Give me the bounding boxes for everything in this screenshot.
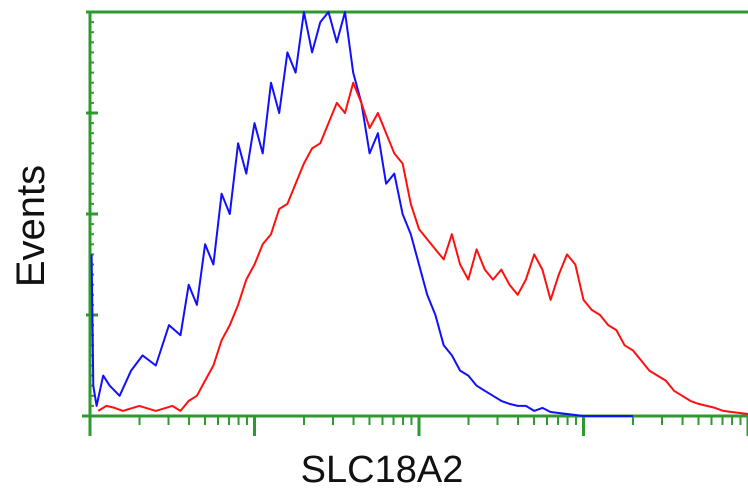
y-axis-label: Events (9, 165, 53, 287)
series-layer (90, 11, 748, 417)
x-axis-label: SLC18A2 (301, 449, 464, 491)
histogram-series-2 (97, 81, 748, 416)
plot-axes (82, 10, 748, 436)
histogram-series-1 (90, 11, 633, 417)
